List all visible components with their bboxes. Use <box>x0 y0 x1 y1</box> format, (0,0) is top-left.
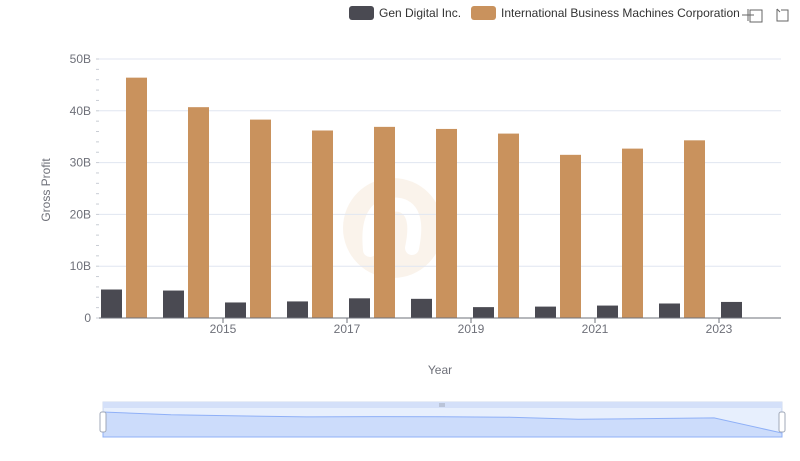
legend-swatch-ibm <box>471 6 496 20</box>
bar-gen-digital-2015 <box>163 290 184 318</box>
legend: Gen Digital Inc. International Business … <box>349 6 740 20</box>
x-axis: 2015 2017 2019 2021 2023 <box>99 317 781 336</box>
bar-ibm-2014 <box>126 77 147 318</box>
y-axis-title: Gross Profit <box>39 158 53 222</box>
x-tick-label: 2019 <box>458 322 485 336</box>
bar-gen-digital-2024 <box>721 301 742 318</box>
x-tick-label: 2023 <box>706 322 733 336</box>
legend-item-gen-digital[interactable]: Gen Digital Inc. <box>349 6 461 20</box>
y-tick-label: 50B <box>70 52 91 66</box>
bar-ibm-2017 <box>312 130 333 318</box>
x-tick-label: 2017 <box>334 322 361 336</box>
bar-gen-digital-2014 <box>101 289 122 318</box>
legend-label-ibm: International Business Machines Corporat… <box>501 6 740 20</box>
bar-ibm-2015 <box>188 107 209 318</box>
bar-ibm-2021 <box>560 154 581 318</box>
legend-label-gen-digital: Gen Digital Inc. <box>379 6 461 20</box>
bar-ibm-2016 <box>250 119 271 318</box>
restore-icon[interactable] <box>776 8 789 22</box>
bar-gen-digital-2018 <box>349 298 370 318</box>
y-tick-label: 40B <box>70 104 91 118</box>
bar-ibm-2019 <box>436 128 457 318</box>
bar-gen-digital-2017 <box>287 301 308 318</box>
y-tick-label: 20B <box>70 207 91 221</box>
bar-ibm-2023 <box>684 140 705 318</box>
datazoom-handle-right[interactable] <box>778 411 786 433</box>
bar-ibm-2020 <box>498 133 519 318</box>
x-axis-title: Year <box>428 363 452 377</box>
bar-gen-digital-2020 <box>473 307 494 318</box>
legend-item-ibm[interactable]: International Business Machines Corporat… <box>471 6 740 20</box>
datazoom-slider[interactable] <box>99 401 786 438</box>
bar-gen-digital-2022 <box>597 305 618 318</box>
y-tick-label: 0 <box>84 311 91 325</box>
bar-ibm-2022 <box>622 148 643 318</box>
x-tick-label: 2015 <box>210 322 237 336</box>
datazoom-handle-left[interactable] <box>99 411 107 433</box>
datazoom-grip-icon[interactable] <box>439 403 445 407</box>
legend-swatch-gen-digital <box>349 6 374 20</box>
y-tick-label: 30B <box>70 156 91 170</box>
bar-gen-digital-2023 <box>659 303 680 318</box>
bars-group <box>101 77 742 318</box>
x-tick-label: 2021 <box>582 322 609 336</box>
bar-gen-digital-2021 <box>535 306 556 318</box>
zoom-icon[interactable] <box>742 9 763 23</box>
bar-gen-digital-2016 <box>225 302 246 318</box>
datazoom-area <box>102 411 783 438</box>
y-tick-label: 10B <box>70 259 91 273</box>
bar-ibm-2018 <box>374 126 395 318</box>
y-axis-labels: 0 10B 20B 30B 40B 50B <box>70 52 92 325</box>
bar-gen-digital-2019 <box>411 298 432 318</box>
